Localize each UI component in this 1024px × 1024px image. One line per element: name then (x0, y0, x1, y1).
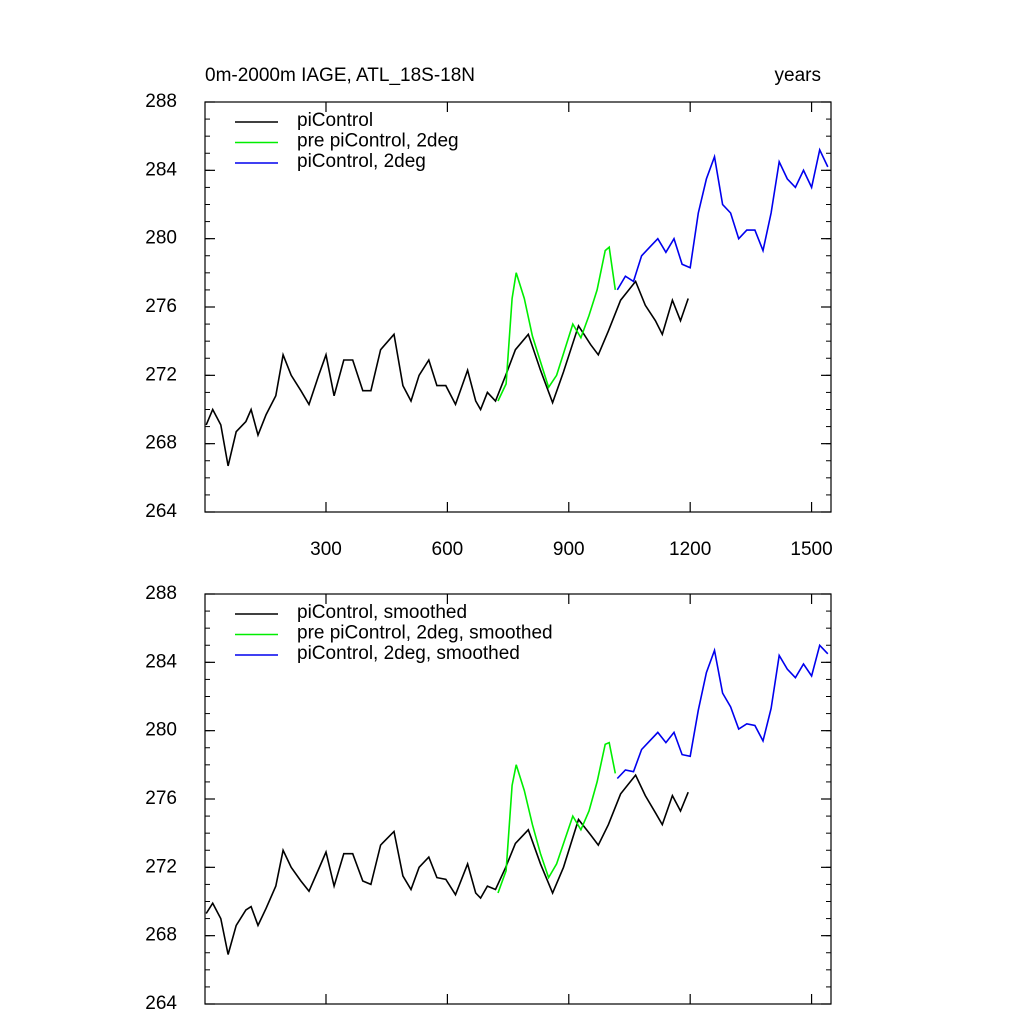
y-tick-label: 268 (145, 925, 177, 946)
legend-label: piControl, 2deg (297, 151, 426, 172)
data-line (616, 643, 829, 780)
legend-label: piControl, 2deg, smoothed (297, 643, 520, 664)
legend-label: piControl, smoothed (297, 602, 467, 623)
x-tick-label: 1200 (669, 539, 711, 560)
x-tick-label: 600 (432, 539, 464, 560)
y-tick-label: 280 (145, 720, 177, 741)
y-tick-label: 288 (145, 91, 177, 112)
y-tick-label: 268 (145, 433, 177, 454)
chart-title: 0m-2000m IAGE, ATL_18S-18N (205, 65, 475, 86)
x-tick-label: 900 (553, 539, 585, 560)
y-tick-label: 284 (145, 651, 177, 672)
data-line (497, 245, 617, 402)
data-line (205, 279, 689, 467)
legend-label: piControl (297, 110, 373, 131)
y-tick-label: 276 (145, 788, 177, 809)
x-axis-label: years (775, 65, 821, 86)
x-tick-label: 1500 (790, 539, 832, 560)
data-line (205, 773, 689, 955)
y-tick-label: 272 (145, 364, 177, 385)
y-tick-label: 276 (145, 296, 177, 317)
legend-label: pre piControl, 2deg (297, 131, 459, 152)
y-tick-label: 264 (145, 501, 177, 522)
y-tick-label: 284 (145, 159, 177, 180)
y-tick-label: 264 (145, 993, 177, 1014)
y-tick-label: 288 (145, 583, 177, 604)
legend-label: pre piControl, 2deg, smoothed (297, 623, 553, 644)
data-line (497, 741, 617, 894)
y-tick-label: 280 (145, 228, 177, 249)
y-tick-label: 272 (145, 856, 177, 877)
data-line (616, 147, 829, 291)
x-tick-label: 300 (310, 539, 342, 560)
